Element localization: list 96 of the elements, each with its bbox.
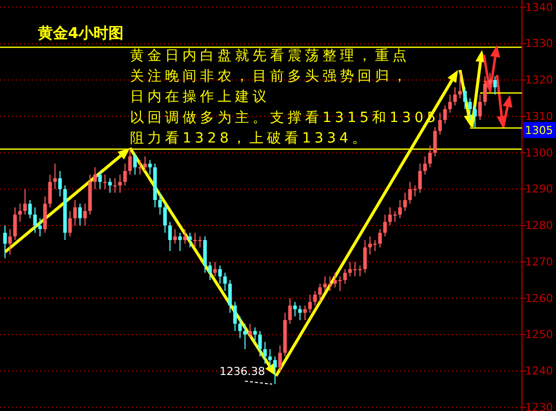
candlestick xyxy=(478,94,482,121)
y-tick-label: 1340 xyxy=(525,0,553,14)
candlestick xyxy=(138,160,142,176)
candlestick xyxy=(458,72,462,99)
candlestick xyxy=(293,301,297,317)
candlestick xyxy=(378,228,382,248)
candlestick xyxy=(223,272,227,292)
candlestick xyxy=(118,174,122,194)
candlestick xyxy=(343,268,347,284)
candlestick xyxy=(13,206,17,241)
candlestick xyxy=(113,178,117,194)
candlestick xyxy=(58,170,62,197)
annotation: 1236.38 xyxy=(220,365,265,378)
candlestick xyxy=(423,156,427,176)
candlestick xyxy=(108,178,112,194)
candlestick xyxy=(38,218,42,237)
candlestick xyxy=(233,301,237,332)
candlestick xyxy=(308,294,312,314)
y-tick-label: 1290 xyxy=(525,182,553,196)
candlestick xyxy=(123,163,127,186)
annotation: 日内在操作上建议 xyxy=(130,89,270,106)
candlestick xyxy=(208,261,212,281)
candlestick xyxy=(263,341,267,364)
candlestick xyxy=(403,192,407,212)
candlestick xyxy=(143,156,147,172)
candlestick xyxy=(78,203,82,226)
candlestick xyxy=(8,228,12,256)
candlestick xyxy=(248,323,252,339)
candlestick xyxy=(158,192,162,216)
candlestick xyxy=(318,283,322,302)
candlestick xyxy=(103,174,107,190)
candlestick xyxy=(493,76,497,96)
candlestick xyxy=(133,152,137,176)
candlestick xyxy=(428,144,432,168)
candlestick xyxy=(313,290,317,306)
candlestick xyxy=(273,356,277,385)
candlestick xyxy=(188,232,192,248)
candlestick xyxy=(278,345,282,372)
candlestick xyxy=(148,160,152,176)
candlestick xyxy=(98,170,102,190)
candlestick xyxy=(418,163,422,194)
candlestick xyxy=(53,163,57,190)
candlestick xyxy=(303,305,307,321)
candlestick xyxy=(213,261,217,277)
y-tick-label: 1320 xyxy=(525,74,553,87)
candlestick xyxy=(298,305,302,321)
candlestick xyxy=(268,348,272,368)
annotation: 黄金日内白盘就先看震荡整理，重点 xyxy=(130,48,410,64)
candlestick xyxy=(473,104,477,128)
candlestick xyxy=(23,188,27,216)
y-tick-label: 1230 xyxy=(525,400,553,411)
candlestick xyxy=(173,228,177,244)
candlestick xyxy=(253,326,257,342)
candlestick xyxy=(73,200,77,226)
candlestick xyxy=(183,228,187,244)
annotation: 阻力看1328，上破看1334。 xyxy=(130,130,370,146)
candlestick xyxy=(448,94,452,114)
candlestick xyxy=(218,265,222,284)
candlestick xyxy=(28,200,32,219)
y-tick-label: 1310 xyxy=(525,110,553,123)
y-tick-label: 1330 xyxy=(525,37,553,50)
candlestick xyxy=(178,232,182,252)
candlestick xyxy=(83,203,87,226)
candlestick xyxy=(238,316,242,339)
y-tick-label: 1270 xyxy=(525,255,553,268)
candlestick xyxy=(48,174,52,208)
text: 1305 xyxy=(525,124,553,137)
candlestick xyxy=(258,330,262,357)
y-tick-label: 1250 xyxy=(525,328,553,342)
candlestick xyxy=(383,214,387,237)
candlestick xyxy=(243,323,247,350)
candlestick xyxy=(463,86,467,110)
candlestick xyxy=(288,298,292,324)
text: 黄金4小时图 xyxy=(37,24,124,42)
candlestick xyxy=(363,240,367,274)
candlestick xyxy=(168,221,172,252)
y-tick-label: 1260 xyxy=(525,292,553,305)
candlestick xyxy=(3,225,7,259)
candlestick xyxy=(33,206,37,234)
candlestick xyxy=(128,148,132,176)
candlestick xyxy=(443,104,447,124)
annotation: 关注晚间非农，目前多头强势回归， xyxy=(130,68,410,85)
candlestick xyxy=(93,166,97,190)
candlestick xyxy=(453,86,457,106)
candlestick xyxy=(398,200,402,219)
candlestick xyxy=(163,203,167,234)
candlestick xyxy=(68,210,72,237)
y-tick-label: 1240 xyxy=(525,364,553,378)
candlestick xyxy=(488,72,492,88)
y-tick-label: 1300 xyxy=(525,146,553,160)
candlestick xyxy=(468,98,472,121)
candlestick xyxy=(228,280,232,314)
candlestick xyxy=(433,126,437,157)
candlestick xyxy=(18,203,22,222)
candlestick xyxy=(438,112,442,136)
y-tick-label: 1280 xyxy=(525,219,553,232)
